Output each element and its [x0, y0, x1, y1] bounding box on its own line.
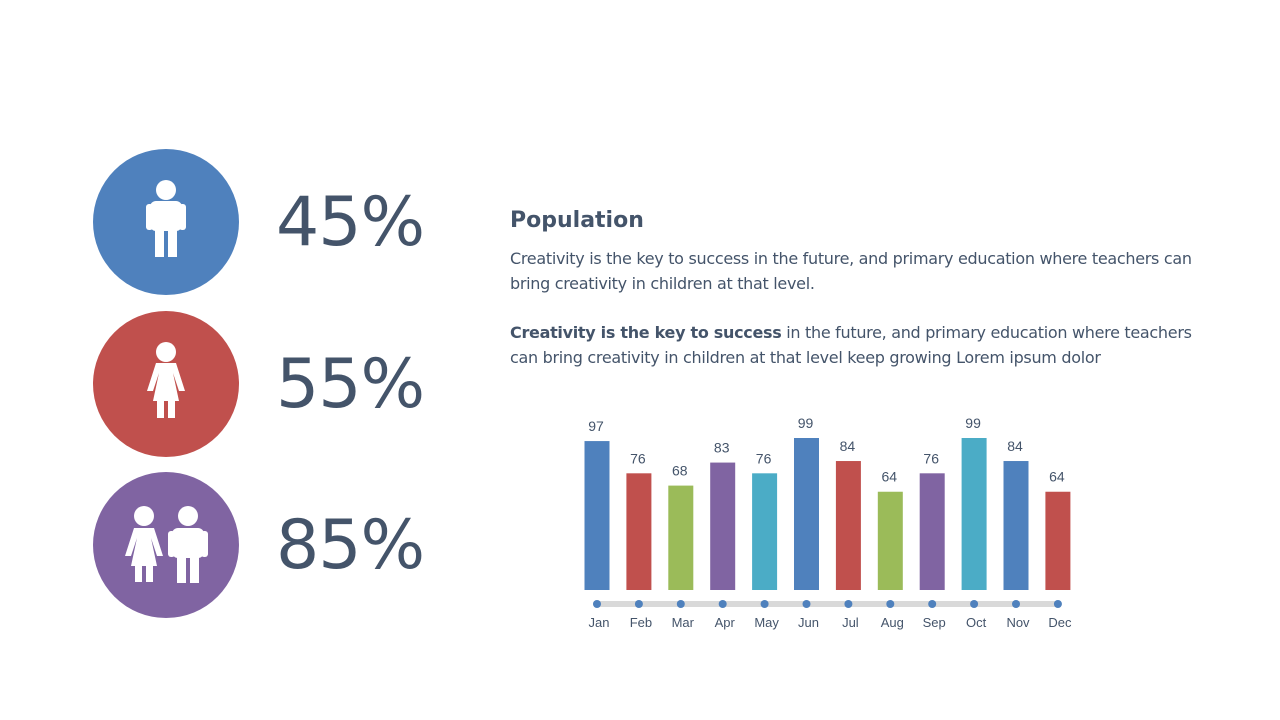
tick-label-aug: Aug — [881, 615, 904, 630]
axis-marker-dec — [1053, 600, 1062, 608]
data-label-sep: 76 — [923, 450, 939, 466]
tick-label-oct: Oct — [966, 615, 987, 630]
tick-label-jun: Jun — [798, 615, 819, 630]
tick-label-jul: Jul — [842, 615, 859, 630]
axis-marker-aug — [886, 600, 895, 608]
data-label-aug: 64 — [882, 469, 898, 485]
data-label-may: 76 — [756, 450, 772, 466]
bar-aug — [877, 491, 903, 590]
family-couple-icon — [125, 506, 208, 583]
stat-row-male: 45% — [93, 149, 453, 295]
bar-jul — [835, 461, 861, 590]
tick-label-feb: Feb — [630, 615, 652, 630]
tick-label-jan: Jan — [589, 615, 610, 630]
axis-marker-jun — [802, 600, 811, 608]
axis-marker-oct — [970, 600, 979, 608]
bar-sep — [919, 473, 945, 590]
intro-paragraph: Creativity is the key to success in the … — [510, 249, 1192, 293]
tick-label-may: May — [754, 615, 779, 630]
data-label-jul: 84 — [840, 438, 856, 454]
axis-marker-apr — [718, 600, 727, 608]
female-person-icon — [147, 342, 185, 418]
axis-marker-sep — [928, 600, 937, 608]
stat-row-female: 55% — [93, 311, 453, 457]
tick-label-mar: Mar — [672, 615, 695, 630]
bar-oct — [961, 438, 987, 590]
tick-label-nov: Nov — [1006, 615, 1030, 630]
axis-marker-jul — [844, 600, 853, 608]
female-percent: 55% — [276, 345, 425, 424]
stat-row-family: 85% — [93, 472, 453, 618]
axis-marker-mar — [676, 600, 685, 608]
axis-marker-jan — [593, 600, 601, 608]
data-label-dec: 64 — [1049, 469, 1065, 485]
male-person-icon — [146, 180, 186, 257]
tick-label-dec: Dec — [1048, 615, 1072, 630]
axis-marker-may — [760, 600, 769, 608]
tick-label-apr: Apr — [715, 615, 736, 630]
male-circle — [93, 149, 239, 295]
axis-marker-feb — [634, 600, 643, 608]
detail-paragraph: Creativity is the key to success in the … — [510, 320, 1200, 370]
detail-paragraph-rest: in the future, and primary education whe… — [510, 323, 1192, 367]
family-percent: 85% — [276, 506, 425, 585]
bar-jun — [794, 438, 819, 590]
monthly-bar-chart: 97 Jan 76 Feb 68 Mar 83 Apr 76 May 99 Jun 84 Jul 64 Aug… — [584, 415, 1072, 630]
bar-dec — [1045, 491, 1071, 590]
data-label-jun: 99 — [798, 415, 814, 431]
bar-mar — [668, 485, 694, 590]
data-label-jan: 97 — [588, 418, 604, 434]
bar-apr — [710, 462, 736, 590]
bar-jan — [584, 441, 610, 590]
female-circle — [93, 311, 239, 457]
bar-feb — [626, 473, 652, 590]
family-circle — [93, 472, 239, 618]
bar-may — [752, 473, 778, 590]
data-label-mar: 68 — [672, 463, 688, 479]
data-label-apr: 83 — [714, 440, 730, 456]
tick-label-sep: Sep — [923, 615, 946, 630]
detail-paragraph-bold: Creativity is the key to success — [510, 323, 782, 342]
male-percent: 45% — [276, 183, 425, 262]
data-label-feb: 76 — [630, 450, 646, 466]
page-title: Population — [510, 208, 644, 233]
data-label-nov: 84 — [1007, 438, 1023, 454]
bar-nov — [1003, 461, 1029, 590]
data-label-oct: 99 — [965, 415, 981, 431]
axis-marker-nov — [1012, 600, 1020, 608]
